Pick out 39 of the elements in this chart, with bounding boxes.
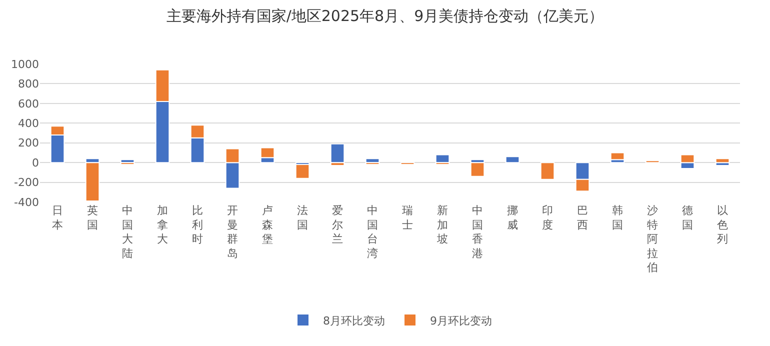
x-tick-label: 巴西 bbox=[577, 204, 588, 232]
bar bbox=[85, 162, 100, 202]
x-tick-label: 开曼群岛 bbox=[227, 204, 238, 260]
y-tick-label: 400 bbox=[18, 116, 39, 130]
x-tick-label: 中国香港 bbox=[472, 204, 483, 260]
y-tick-label: 200 bbox=[18, 136, 39, 150]
x-tick-label: 以色列 bbox=[717, 204, 728, 246]
bar bbox=[715, 158, 730, 164]
x-tick-label: 卢森堡 bbox=[262, 204, 273, 246]
x-tick-label: 法国 bbox=[297, 204, 308, 232]
x-tick-label: 英国 bbox=[87, 204, 98, 232]
legend-label: 9月环比变动 bbox=[430, 314, 492, 328]
x-tick-label: 瑞士 bbox=[402, 204, 413, 232]
y-tick-label: 0 bbox=[32, 156, 39, 170]
x-tick-label: 加拿大 bbox=[157, 204, 168, 246]
bar bbox=[610, 152, 625, 160]
x-tick-label: 挪威 bbox=[507, 204, 518, 232]
x-tick-label: 新加坡 bbox=[436, 204, 448, 246]
x-tick-label: 中国大陆 bbox=[122, 204, 133, 260]
x-tick-label: 日本 bbox=[52, 204, 63, 232]
x-tick-label: 中国台湾 bbox=[367, 204, 378, 260]
x-tick-label: 韩国 bbox=[612, 204, 623, 232]
bar bbox=[470, 162, 485, 177]
y-tick-label: -400 bbox=[14, 196, 39, 209]
x-tick-label: 比利时 bbox=[192, 204, 203, 246]
x-tick-label: 德国 bbox=[682, 204, 693, 232]
y-tick-label: 800 bbox=[18, 78, 39, 91]
y-tick-label: 600 bbox=[18, 97, 39, 110]
legend-label: 8月环比变动 bbox=[323, 314, 385, 328]
y-tick-label: 1000 bbox=[11, 58, 39, 71]
x-tick-label: 印度 bbox=[542, 204, 553, 232]
y-tick-label: -200 bbox=[14, 176, 39, 190]
x-tick-label: 沙特阿拉伯 bbox=[647, 204, 658, 274]
bar bbox=[540, 162, 555, 180]
chart-title: 主要海外持有国家/地区2025年8月、9月美债持仓变动（亿美元） bbox=[166, 6, 604, 25]
bar bbox=[505, 156, 520, 164]
bar bbox=[330, 143, 345, 164]
bar bbox=[295, 164, 310, 179]
x-tick-label: 爱尔兰 bbox=[332, 204, 343, 246]
